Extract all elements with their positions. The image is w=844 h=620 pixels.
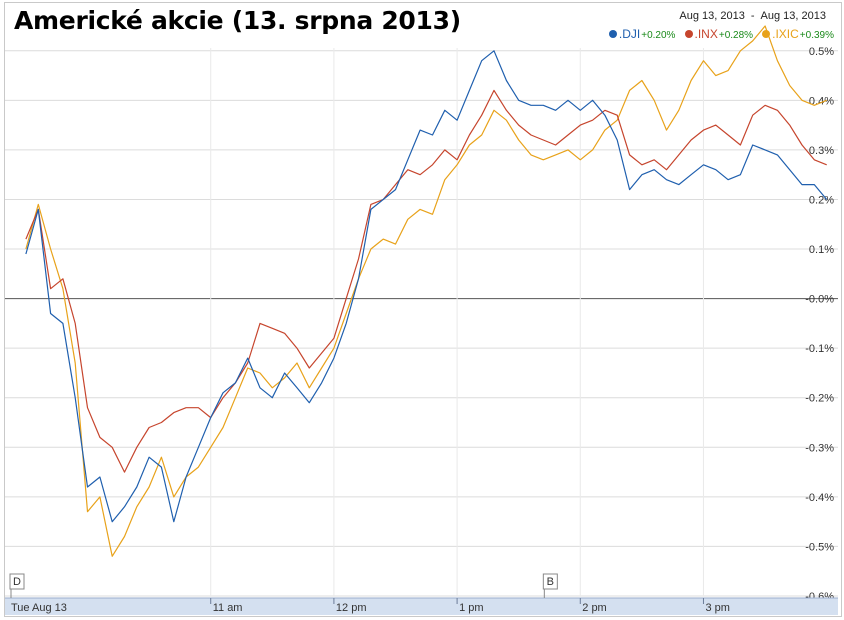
y-tick-label: -0.4% (805, 492, 834, 504)
y-tick-label: -0.3% (805, 442, 834, 454)
y-tick-label: -0.1% (805, 343, 834, 355)
legend-item-dji[interactable]: .DJI+0.20% (608, 27, 679, 41)
legend-change-inx: +0.28% (718, 30, 754, 41)
legend-item-ixic[interactable]: .IXIC+0.39% (762, 27, 834, 41)
legend: .DJI+0.20% .INX+0.28% .IXIC+0.39% (603, 27, 834, 41)
date-range-start: Aug 13, 2013 (679, 10, 745, 22)
x-tick-label: 1 pm (459, 602, 483, 614)
legend-symbol-ixic: .IXIC (772, 27, 799, 41)
series-line-inx[interactable] (25, 89, 827, 473)
legend-dot-inx (684, 30, 693, 38)
legend-symbol-inx: .INX (694, 27, 718, 41)
date-range-end: Aug 13, 2013 (760, 10, 826, 22)
x-tick-label: 3 pm (705, 602, 729, 614)
flag-label-b: B (547, 576, 554, 588)
x-tick-label: 2 pm (582, 602, 606, 614)
chart-frame (4, 2, 842, 617)
y-tick-label: 0.1% (809, 244, 834, 256)
y-tick-label: -0.2% (805, 393, 834, 405)
y-tick-label: 0.3% (809, 145, 834, 157)
y-tick-label: 0.2% (809, 194, 834, 206)
legend-change-dji: +0.20% (641, 30, 676, 41)
x-tick-label: 11 am (213, 602, 243, 614)
date-range[interactable]: Aug 13, 2013- Aug 13, 2013 (679, 10, 826, 22)
legend-dot-ixic (762, 30, 771, 38)
y-tick-label: -0.0% (805, 294, 834, 306)
x-tick-label: Tue Aug 13 (11, 602, 67, 614)
x-tick-label: 12 pm (336, 602, 367, 614)
series-line-ixic[interactable] (25, 25, 827, 557)
time-axis-bar[interactable] (5, 598, 838, 615)
flag-label-d: D (13, 576, 21, 588)
y-tick-label: 0.5% (809, 46, 834, 58)
legend-symbol-dji: .DJI (618, 27, 641, 41)
y-tick-label: 0.4% (809, 95, 834, 107)
legend-item-inx[interactable]: .INX+0.28% (684, 27, 757, 41)
date-range-separator: - (750, 10, 755, 22)
y-tick-label: -0.5% (805, 541, 834, 553)
legend-dot-dji (608, 30, 617, 38)
series-line-dji[interactable] (25, 50, 828, 523)
legend-change-ixic: +0.39% (799, 30, 834, 41)
flag-marker-d[interactable] (9, 573, 25, 590)
flag-marker-b[interactable] (542, 573, 558, 590)
chart-title: Americké akcie (13. srpna 2013) (14, 6, 461, 35)
